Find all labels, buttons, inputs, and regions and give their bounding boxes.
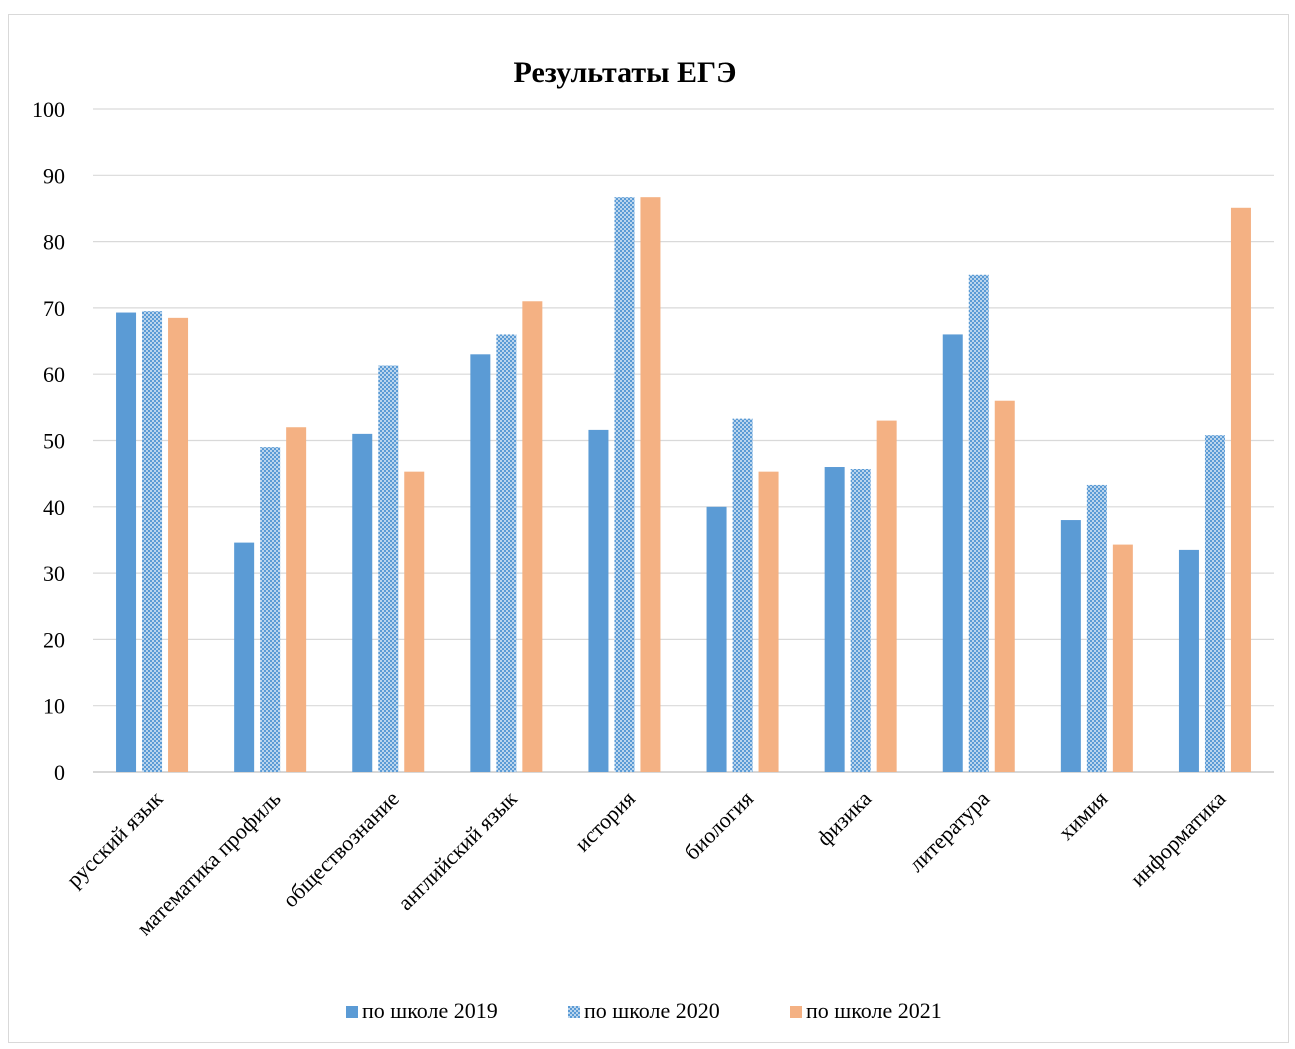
bar — [640, 197, 661, 772]
bar — [352, 433, 373, 772]
legend-swatch — [568, 1006, 580, 1018]
bar — [286, 427, 307, 772]
bar — [1112, 544, 1133, 772]
bar — [378, 365, 399, 772]
bar — [588, 429, 609, 772]
bar — [234, 542, 255, 772]
chart-title: Результаты ЕГЭ — [514, 56, 737, 89]
y-tick-label: 20 — [43, 627, 65, 652]
x-tick-label: история — [569, 786, 640, 857]
y-tick-label: 10 — [43, 694, 65, 719]
bar — [496, 334, 517, 772]
bar — [732, 418, 753, 772]
bar — [168, 317, 189, 772]
x-tick-label: информатика — [1125, 786, 1230, 891]
bar — [1204, 435, 1225, 772]
bar — [758, 471, 779, 772]
bar — [824, 467, 845, 772]
y-tick-label: 50 — [43, 429, 65, 454]
y-tick-label: 90 — [43, 163, 65, 188]
bar — [404, 471, 425, 772]
x-tick-label: литература — [903, 786, 994, 877]
bar — [850, 469, 871, 772]
x-tick-label: физика — [811, 786, 876, 851]
legend-label: по школе 2021 — [806, 998, 942, 1023]
bar — [470, 354, 491, 772]
y-tick-label: 70 — [43, 296, 65, 321]
bar — [116, 312, 137, 772]
bar — [942, 334, 963, 772]
bars — [116, 197, 1251, 773]
bar — [1060, 520, 1081, 772]
legend-label: по школе 2020 — [584, 998, 720, 1023]
y-tick-label: 30 — [43, 561, 65, 586]
bar — [614, 197, 635, 772]
x-tick-label: русский язык — [61, 786, 167, 892]
y-tick-label: 0 — [54, 760, 65, 785]
bar — [1178, 549, 1199, 772]
x-tick-label: химия — [1053, 786, 1112, 845]
y-axis: 0 10 20 30 40 50 60 70 80 90 100 — [32, 97, 65, 785]
bar — [1086, 484, 1107, 772]
legend-swatch — [790, 1006, 802, 1018]
bar — [142, 311, 163, 772]
legend: по школе 2019 по школе 2020 по школе 2021 — [346, 998, 942, 1023]
bar — [706, 506, 727, 772]
y-tick-label: 60 — [43, 362, 65, 387]
y-tick-label: 100 — [32, 97, 65, 122]
x-tick-label: английский язык — [393, 786, 522, 915]
bar — [994, 400, 1015, 772]
bar — [1230, 207, 1251, 773]
x-tick-label: биология — [679, 786, 758, 865]
y-tick-label: 40 — [43, 495, 65, 520]
bar — [968, 274, 989, 772]
bar — [260, 447, 281, 772]
legend-swatch — [346, 1006, 358, 1018]
y-tick-label: 80 — [43, 230, 65, 255]
x-tick-label: обществознание — [277, 786, 403, 912]
bar — [876, 420, 897, 772]
legend-label: по школе 2019 — [362, 998, 498, 1023]
bar — [522, 301, 543, 772]
